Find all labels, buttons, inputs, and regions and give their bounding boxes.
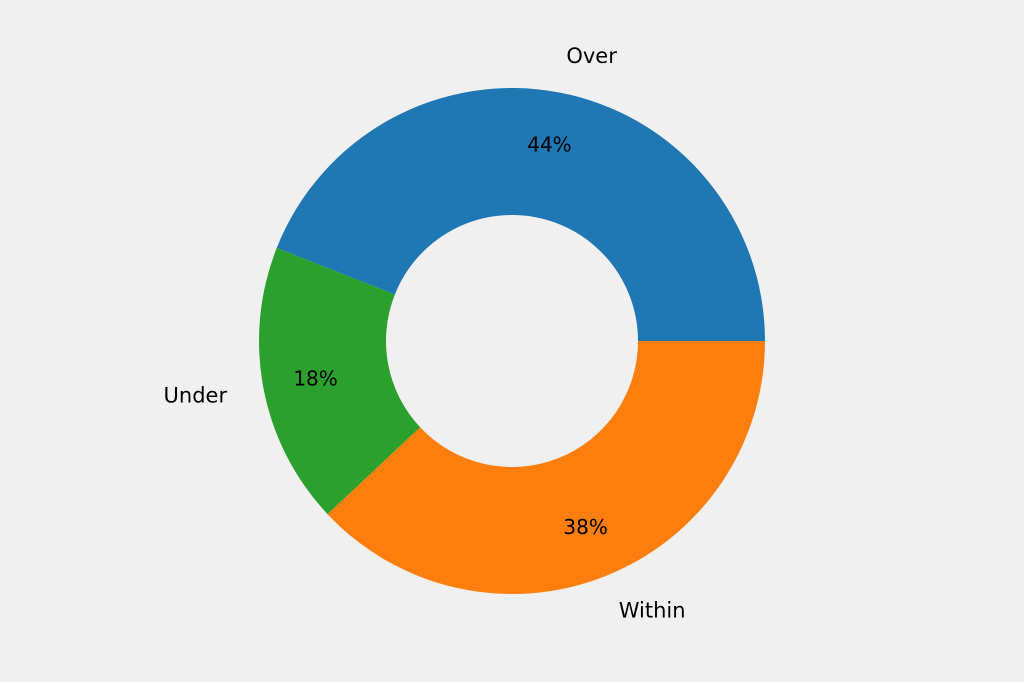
value-label-within: 38% bbox=[563, 515, 607, 539]
slice-under bbox=[259, 247, 421, 515]
slices-group bbox=[259, 87, 765, 595]
value-label-over: 44% bbox=[527, 133, 571, 157]
labels-group: 44% Over 18% Under 38% Within bbox=[164, 44, 686, 622]
category-label-within: Within bbox=[619, 599, 686, 623]
value-label-under: 18% bbox=[293, 366, 337, 390]
category-label-over: Over bbox=[566, 44, 617, 68]
slice-over bbox=[276, 87, 765, 341]
slice-within bbox=[327, 341, 765, 595]
category-label-under: Under bbox=[164, 383, 228, 407]
